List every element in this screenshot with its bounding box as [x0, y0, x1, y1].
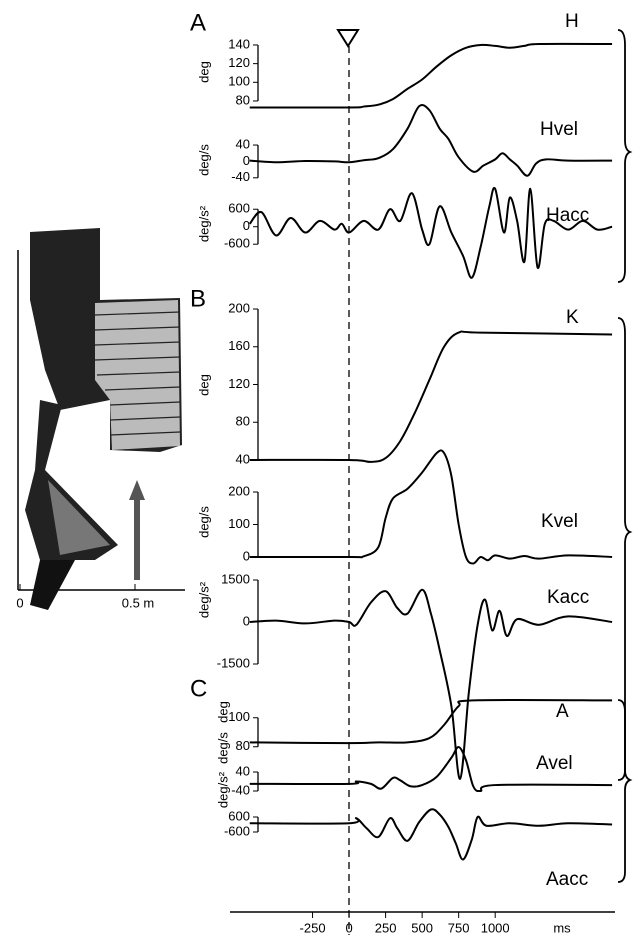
panel-label: C — [190, 675, 207, 702]
y-tick-label: 200 — [228, 483, 250, 498]
trace-line — [249, 42, 613, 109]
inset-x-label: 0.5 m — [122, 595, 155, 610]
trace-line — [249, 449, 613, 565]
y-tick-label: 0 — [243, 548, 250, 563]
y-axis-label: deg — [196, 61, 211, 83]
x-tick-label: 500 — [411, 920, 433, 935]
x-tick-label: 1000 — [481, 920, 510, 935]
y-axis-label: deg/s² — [196, 581, 211, 618]
braces — [617, 29, 633, 883]
stick-figure — [17, 228, 185, 610]
y-tick-label: 80 — [236, 92, 250, 107]
y-axis-label: deg/s — [215, 732, 230, 764]
y-axis-label: deg/s — [196, 506, 211, 538]
y-tick-label: -600 — [224, 236, 250, 251]
y-tick-label: -40 — [231, 782, 250, 797]
x-tick-label: 750 — [448, 920, 470, 935]
y-axis-label: deg — [196, 374, 211, 396]
trace-line — [248, 186, 613, 279]
y-axis-label: deg/s — [196, 144, 211, 176]
trace-title: Avel — [536, 753, 573, 774]
y-tick-label: 40 — [236, 451, 250, 466]
y-tick-label: 1500 — [221, 571, 250, 586]
trace-line — [249, 330, 613, 463]
y-tick-label: 0 — [243, 613, 250, 628]
x-tick-label: 250 — [375, 920, 397, 935]
y-axis-label: deg/s² — [215, 771, 230, 808]
y-tick-label: 40 — [236, 136, 250, 151]
y-tick-label: 120 — [228, 55, 250, 70]
panel-label: A — [190, 9, 206, 36]
x-axis-label: ms — [553, 920, 571, 935]
y-tick-label: 100 — [228, 709, 250, 724]
y-tick-label: -600 — [224, 823, 250, 838]
trace-line — [249, 103, 613, 177]
y-axis-label: deg/s² — [196, 205, 211, 242]
trace-title: A — [556, 701, 569, 722]
panel-label: B — [190, 285, 206, 312]
trace-title: Kacc — [547, 587, 589, 608]
y-tick-label: 200 — [228, 300, 250, 315]
trace-line — [249, 588, 613, 780]
y-tick-label: 100 — [228, 516, 250, 531]
y-tick-label: 600 — [228, 808, 250, 823]
inset-x-label: 0 — [16, 595, 23, 610]
y-tick-label: 40 — [236, 763, 250, 778]
trace-title: Hacc — [546, 205, 589, 226]
trace-line — [249, 746, 613, 793]
y-tick-label: 140 — [228, 36, 250, 51]
y-tick-label: 80 — [236, 414, 250, 429]
trace-title: H — [565, 11, 579, 32]
y-tick-label: 80 — [236, 738, 250, 753]
trace-title: Kvel — [541, 511, 578, 532]
trace-title: Hvel — [540, 119, 578, 140]
y-tick-label: -1500 — [217, 655, 250, 670]
onset-marker — [336, 29, 360, 48]
x-tick-label: -250 — [300, 920, 326, 935]
y-tick-label: 600 — [228, 201, 250, 216]
y-tick-label: 120 — [228, 376, 250, 391]
y-tick-label: -40 — [231, 169, 250, 184]
y-axis-label: deg — [215, 701, 230, 723]
trace-line — [249, 698, 613, 745]
trace-title: Aacc — [546, 869, 588, 890]
y-tick-label: 100 — [228, 74, 250, 89]
trace-title: K — [566, 307, 579, 328]
y-tick-label: 160 — [228, 338, 250, 353]
y-tick-label: 0 — [243, 218, 250, 233]
trace-line — [249, 808, 613, 861]
x-tick-label: 0 — [345, 920, 352, 935]
y-tick-label: 0 — [243, 153, 250, 168]
